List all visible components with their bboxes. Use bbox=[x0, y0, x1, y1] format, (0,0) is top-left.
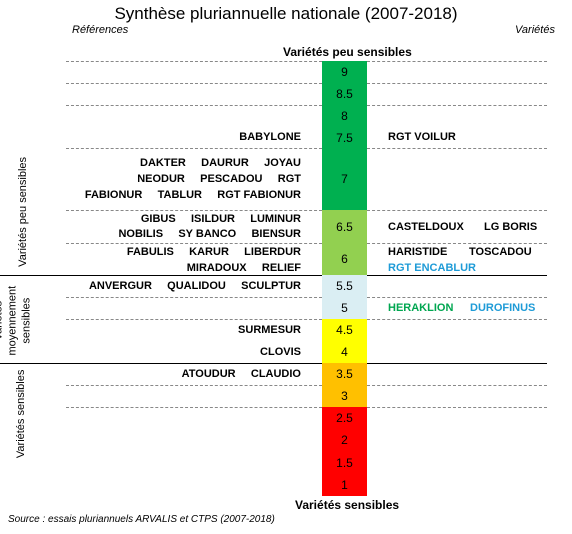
variety-label: RGT VOILUR bbox=[388, 131, 456, 143]
group-separator bbox=[0, 363, 322, 364]
grid-line bbox=[66, 407, 322, 408]
scale-band-6-5: 6.5 bbox=[322, 210, 367, 243]
reference-label: GIBUS ISILDUR LUMINUR bbox=[140, 213, 301, 225]
scale-band-4-5: 4.5 bbox=[322, 319, 367, 341]
scale-band-5: 5 bbox=[322, 297, 367, 319]
scale-band-1: 1 bbox=[322, 474, 367, 496]
scale-band-7: 7 bbox=[322, 148, 367, 210]
variety-label: HERAKLION bbox=[388, 302, 454, 314]
reference-label: CLOVIS bbox=[260, 346, 301, 358]
grid-line bbox=[367, 148, 547, 149]
grid-line bbox=[367, 61, 547, 62]
group-separator bbox=[367, 275, 547, 276]
scale-band-6: 6 bbox=[322, 243, 367, 275]
scale-band-5-5: 5.5 bbox=[322, 275, 367, 297]
variety-label: RGT ENCABLUR bbox=[388, 262, 476, 274]
reference-label: BABYLONE bbox=[239, 131, 301, 143]
scale-band-7-5: 7.5 bbox=[322, 127, 367, 148]
grid-line bbox=[367, 105, 547, 106]
grid-line bbox=[66, 319, 322, 320]
reference-label: ANVERGUR QUALIDOU SCULPTUR bbox=[88, 280, 301, 292]
group-label-low: Variétés peu sensibles bbox=[17, 156, 30, 267]
reference-label: MIRADOUX RELIEF bbox=[186, 262, 301, 274]
grid-line bbox=[66, 385, 322, 386]
grid-line bbox=[66, 148, 322, 149]
grid-line bbox=[367, 319, 547, 320]
chart-title: Synthèse pluriannuelle nationale (2007-2… bbox=[114, 4, 458, 23]
grid-line bbox=[367, 297, 547, 298]
grid-line bbox=[367, 385, 547, 386]
scale-band-2: 2 bbox=[322, 429, 367, 451]
reference-label: SURMESUR bbox=[238, 324, 301, 336]
variety-label: CASTELDOUX bbox=[388, 221, 464, 233]
grid-line bbox=[66, 243, 322, 244]
grid-line bbox=[367, 210, 547, 211]
scale-top-label: Variétés peu sensibles bbox=[283, 45, 412, 59]
reference-label: DAKTER DAURUR JOYAU bbox=[140, 157, 301, 169]
reference-label: NOBILIS SY BANCO BIENSUR bbox=[118, 228, 301, 240]
reference-label: ATOUDUR CLAUDIO bbox=[181, 368, 301, 380]
group-separator bbox=[367, 363, 547, 364]
reference-label: FABULIS KARUR LIBERDUR bbox=[126, 246, 301, 258]
scale-band-8-5: 8.5 bbox=[322, 83, 367, 105]
reference-label: NEODUR PESCADOU RGT bbox=[137, 173, 301, 185]
grid-line bbox=[66, 61, 322, 62]
scale-band-8: 8 bbox=[322, 105, 367, 127]
reference-label: FABIONUR TABLUR RGT FABIONUR bbox=[84, 189, 301, 201]
header-references: Références bbox=[72, 24, 129, 36]
variety-label: HARISTIDE bbox=[388, 246, 448, 258]
scale-band-2-5: 2.5 bbox=[322, 407, 367, 429]
grid-line bbox=[66, 83, 322, 84]
source-note: Source : essais pluriannuels ARVALIS et … bbox=[8, 514, 275, 525]
group-label-high: Variétés sensibles bbox=[15, 369, 28, 459]
header-varietes: Variétés bbox=[515, 24, 555, 36]
scale-band-9: 9 bbox=[322, 61, 367, 83]
group-label-medium: Variétés moyennement sensibles bbox=[0, 285, 32, 356]
variety-label: TOSCADOU bbox=[469, 246, 532, 258]
scale-band-3-5: 3.5 bbox=[322, 363, 367, 385]
scale-band-4: 4 bbox=[322, 341, 367, 363]
grid-line bbox=[66, 210, 322, 211]
grid-line bbox=[367, 83, 547, 84]
grid-line bbox=[367, 243, 547, 244]
grid-line bbox=[367, 407, 547, 408]
variety-label: LG BORIS bbox=[484, 221, 538, 233]
grid-line bbox=[66, 105, 322, 106]
scale-bottom-label: Variétés sensibles bbox=[295, 498, 400, 512]
scale-band-3: 3 bbox=[322, 385, 367, 407]
group-separator bbox=[0, 275, 322, 276]
variety-label: DUROFINUS bbox=[470, 302, 536, 314]
scale-band-1-5: 1.5 bbox=[322, 451, 367, 474]
grid-line bbox=[66, 297, 322, 298]
